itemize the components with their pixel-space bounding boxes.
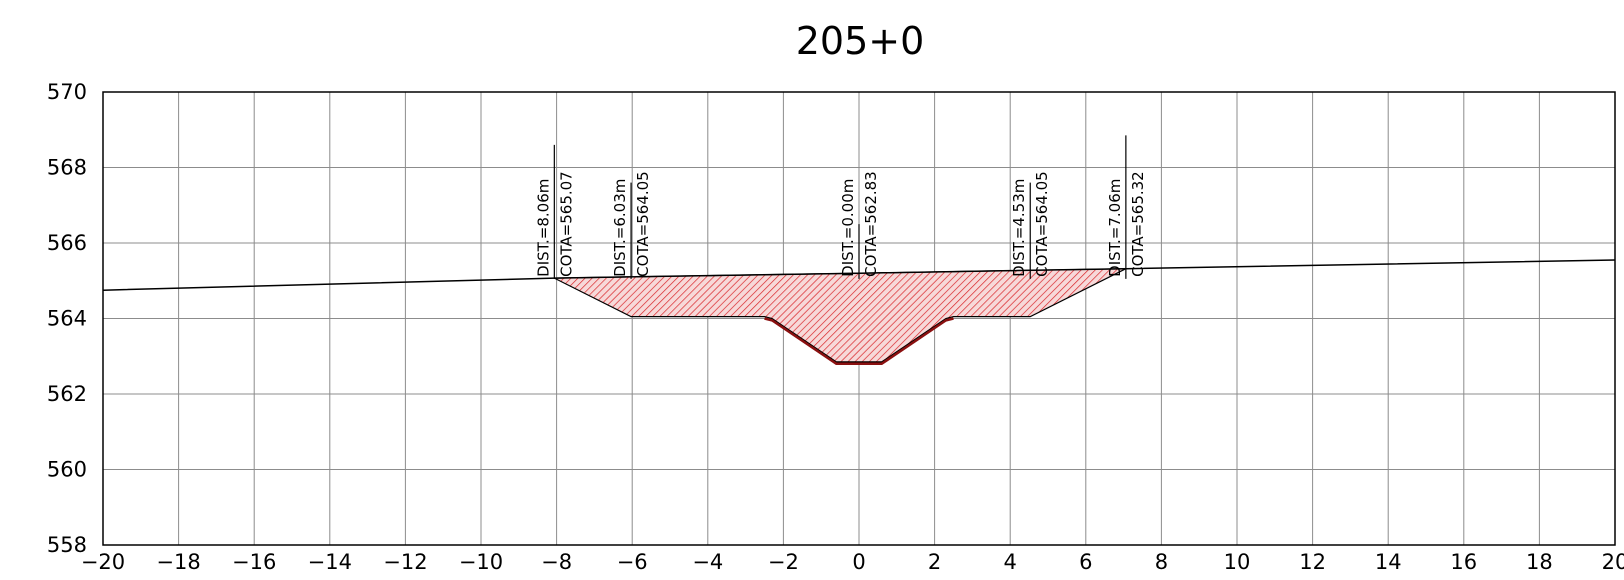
y-tick-label: 564: [47, 307, 87, 331]
annotation-dist: DIST.=6.03m: [611, 179, 629, 277]
x-tick-label: −4: [692, 550, 723, 574]
x-tick-label: −14: [308, 550, 352, 574]
x-tick-label: 16: [1450, 550, 1477, 574]
x-tick-label: −18: [156, 550, 200, 574]
annotation-cota: COTA=564.05: [634, 171, 652, 277]
x-tick-label: −6: [617, 550, 648, 574]
y-tick-label: 570: [47, 80, 87, 104]
y-tick-label: 562: [47, 382, 87, 406]
annotation-cota: COTA=565.07: [557, 171, 575, 277]
chart-title: 205+0: [796, 19, 925, 63]
x-tick-label: −10: [459, 550, 503, 574]
annotation-label: DIST.=6.03m COTA=564.05: [611, 171, 652, 277]
excavation-area: [554, 268, 1127, 366]
annotation-label: DIST.=4.53m COTA=564.05: [1010, 171, 1051, 277]
y-tick-label: 566: [47, 231, 87, 255]
y-tick-label: 568: [47, 156, 87, 180]
x-tick-label: 4: [1004, 550, 1017, 574]
annotation-cota: COTA=562.83: [862, 171, 880, 277]
x-tick-label: 14: [1375, 550, 1402, 574]
x-tick-label: 6: [1079, 550, 1092, 574]
annotation-dist: DIST.=4.53m: [1010, 179, 1028, 277]
plot-frame: [102, 91, 1616, 546]
x-tick-label: 8: [1155, 550, 1168, 574]
annotation-cota: COTA=564.05: [1033, 171, 1051, 277]
annotation-label: DIST.=7.06m COTA=565.32: [1106, 171, 1147, 277]
excavation-bottom-line: [764, 317, 954, 366]
x-tick-label: −12: [383, 550, 427, 574]
x-tick-label: −2: [768, 550, 799, 574]
annotation-label: DIST.=8.06m COTA=565.07: [534, 171, 575, 277]
annotation-label: DIST.=0.00m COTA=562.83: [839, 171, 880, 277]
y-tick-label: 558: [47, 533, 87, 557]
y-tick-label: 560: [47, 458, 87, 482]
x-tick-label: 10: [1224, 550, 1251, 574]
annotation-cota: COTA=565.32: [1129, 171, 1147, 277]
x-tick-label: 20: [1602, 550, 1624, 574]
x-tick-label: 0: [852, 550, 865, 574]
x-tick-label: 2: [928, 550, 941, 574]
annotation-dist: DIST.=0.00m: [839, 179, 857, 277]
x-tick-label: −16: [232, 550, 276, 574]
x-tick-label: −20: [81, 550, 125, 574]
x-tick-label: 12: [1299, 550, 1326, 574]
axes: −20 −18 −16 −14 −12 −10 −8 −6 −4 −2 0 2 4 6 8 10 12 14 16 1…: [47, 80, 1624, 574]
x-tick-label: 18: [1526, 550, 1553, 574]
annotations: DIST.=8.06m COTA=565.07 DIST.=6.03m COTA=56…: [534, 135, 1147, 279]
annotation-dist: DIST.=8.06m: [534, 179, 552, 277]
annotation-dist: DIST.=7.06m: [1106, 179, 1124, 277]
x-tick-label: −8: [541, 550, 572, 574]
excavation-polygon: [554, 268, 1127, 363]
